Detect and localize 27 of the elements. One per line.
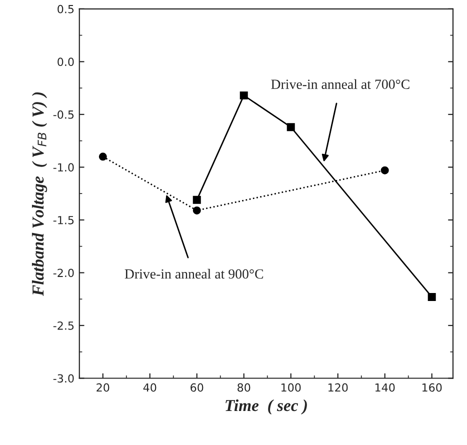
- x-tick-label: 140: [375, 383, 395, 392]
- y-tick-label: -3.0: [53, 374, 74, 383]
- point: [98, 152, 107, 161]
- point: [192, 206, 201, 214]
- x-axis-title: Time ( sec ): [226, 399, 307, 415]
- y-tick-label: -2.5: [53, 321, 74, 330]
- y-tick-label: 0.0: [58, 58, 74, 66]
- y-tick-label: -1.0: [53, 163, 74, 172]
- x-tick-label: 120: [328, 383, 348, 392]
- x-tick-label: 160: [422, 383, 442, 392]
- x-tick-label: 40: [143, 383, 156, 392]
- point: [286, 123, 295, 132]
- point: [240, 91, 248, 100]
- annotation: Drive-in anneal at 700°C: [271, 79, 410, 90]
- y-tick-label: -1.5: [53, 216, 74, 224]
- y-axis-title: Flatband Voltage ( V$_{FB}$ ( V) ): [32, 92, 48, 296]
- point: [428, 293, 436, 301]
- point: [380, 166, 389, 174]
- point: [192, 196, 201, 204]
- annotation: Drive-in anneal at 900°C: [124, 268, 264, 279]
- x-tick-label: 80: [238, 383, 250, 392]
- y-tick-label: -0.5: [53, 110, 74, 119]
- y-tick-label: 0.5: [58, 4, 74, 14]
- x-tick-label: 60: [190, 383, 204, 392]
- x-tick-label: 20: [96, 383, 110, 392]
- y-tick-label: -2.0: [53, 268, 74, 278]
- x-tick-label: 100: [281, 383, 301, 392]
